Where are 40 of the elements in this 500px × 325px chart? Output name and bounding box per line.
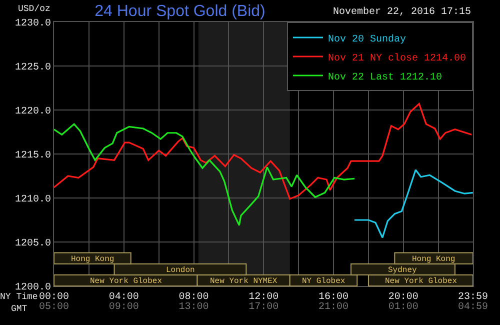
y-tick-label: 1205.0 bbox=[14, 238, 51, 250]
chart-title: 24 Hour Spot Gold (Bid) bbox=[94, 3, 266, 20]
x2-tick-label: 13:00 bbox=[178, 302, 209, 313]
band-label: Sydney bbox=[388, 266, 418, 275]
line-series bbox=[54, 123, 356, 226]
band-label: Hong Kong bbox=[71, 255, 114, 264]
x-tick-label: 23:59 bbox=[458, 292, 488, 303]
x-tick-label: 04:00 bbox=[108, 292, 139, 303]
x-tick-label: 08:00 bbox=[178, 292, 209, 303]
chart-subtitle: November 22, 2016 17:15 bbox=[333, 6, 472, 18]
y-axis-title: USD/oz bbox=[18, 4, 50, 14]
legend-label: Nov 21 NY close 1214.00 bbox=[328, 52, 466, 64]
x2-tick-label: 17:00 bbox=[248, 302, 279, 313]
legend-label: Nov 20 Sunday bbox=[328, 33, 406, 46]
band-label: NY Globex bbox=[302, 277, 346, 286]
band-label: Hong Kong bbox=[412, 255, 456, 264]
x-tick-label: 16:00 bbox=[318, 292, 349, 303]
x2-axis-title: GMT bbox=[11, 304, 28, 314]
x-tick-label: 12:00 bbox=[248, 292, 279, 303]
y-tick-label: 1230.0 bbox=[14, 18, 51, 30]
x2-tick-label: 04:59 bbox=[458, 302, 488, 313]
y-tick-label: 1220.0 bbox=[14, 106, 51, 118]
x-tick-label: 00:00 bbox=[38, 292, 70, 303]
band-label: New York Globex bbox=[90, 277, 162, 286]
y-tick-label: 1210.0 bbox=[14, 194, 51, 206]
x2-tick-label: 05:00 bbox=[38, 302, 70, 313]
y-tick-label: 1200.0 bbox=[14, 282, 51, 294]
band-label: New York Globex bbox=[385, 277, 458, 286]
x-axis-title: NY Time bbox=[0, 292, 38, 302]
x-tick-label: 20:00 bbox=[388, 292, 418, 303]
y-tick-label: 1225.0 bbox=[14, 62, 51, 74]
legend-label: Nov 22 Last 1212.10 bbox=[328, 72, 442, 84]
x2-tick-label: 21:00 bbox=[318, 302, 349, 313]
band-label: London bbox=[166, 266, 196, 275]
x2-tick-label: 09:00 bbox=[108, 302, 139, 313]
x2-tick-label: 01:00 bbox=[388, 302, 418, 313]
y-tick-label: 1215.0 bbox=[14, 150, 51, 162]
line-series bbox=[54, 103, 472, 200]
line-series bbox=[354, 169, 473, 238]
band-label: New York NYMEX bbox=[210, 277, 278, 286]
